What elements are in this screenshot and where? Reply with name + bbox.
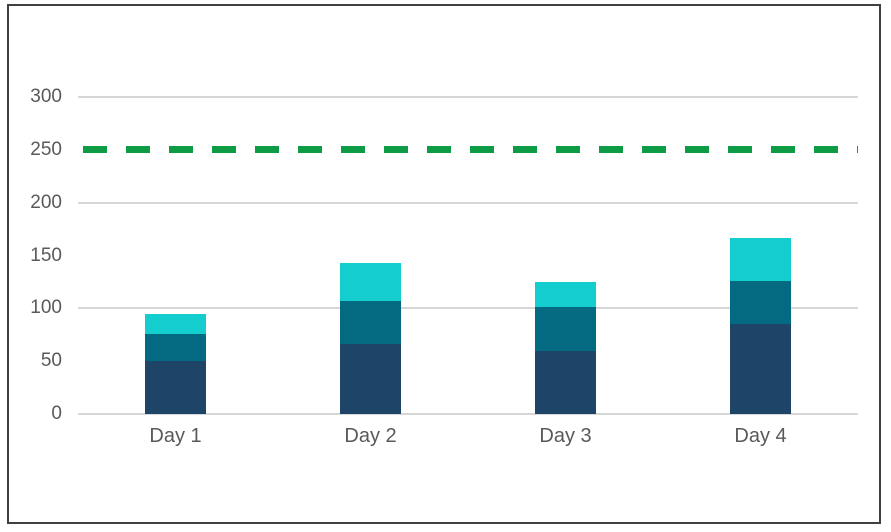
bar-segment-day-1-s1 — [145, 361, 206, 414]
x-axis-category-label: Day 1 — [149, 425, 202, 447]
y-axis-tick-label: 300 — [30, 86, 62, 107]
y-axis-tick-label: 250 — [30, 138, 62, 160]
bar-segment-day-1-s3 — [145, 313, 206, 334]
gridline — [78, 413, 858, 415]
y-axis-tick-label: 150 — [30, 244, 62, 266]
bar-segment-day-3-s1 — [535, 350, 596, 414]
x-axis-category-label: Day 3 — [539, 425, 592, 447]
y-axis-tick-label: 50 — [40, 350, 62, 372]
bar-segment-day-4-s2 — [730, 280, 791, 325]
bar-segment-day-3-s2 — [535, 307, 596, 351]
y-axis-tick-label: 200 — [30, 191, 62, 213]
x-axis-category-label: Day 4 — [734, 425, 787, 447]
gridline — [78, 96, 858, 98]
x-axis-category-label: Day 2 — [344, 425, 397, 447]
y-axis-tick-label: 100 — [30, 297, 62, 319]
bar-segment-day-2-s3 — [340, 262, 401, 301]
bar-segment-day-2-s1 — [340, 344, 401, 414]
bar-segment-day-2-s2 — [340, 300, 401, 345]
bar-segment-day-1-s2 — [145, 333, 206, 362]
gridline — [78, 307, 858, 310]
bar-segment-day-3-s3 — [535, 281, 596, 308]
reference-line — [83, 146, 858, 154]
y-axis-tick-label: 0 — [51, 403, 62, 424]
bar-segment-day-4-s1 — [730, 324, 791, 414]
gridline — [78, 201, 858, 204]
bar-segment-day-4-s3 — [730, 237, 791, 281]
